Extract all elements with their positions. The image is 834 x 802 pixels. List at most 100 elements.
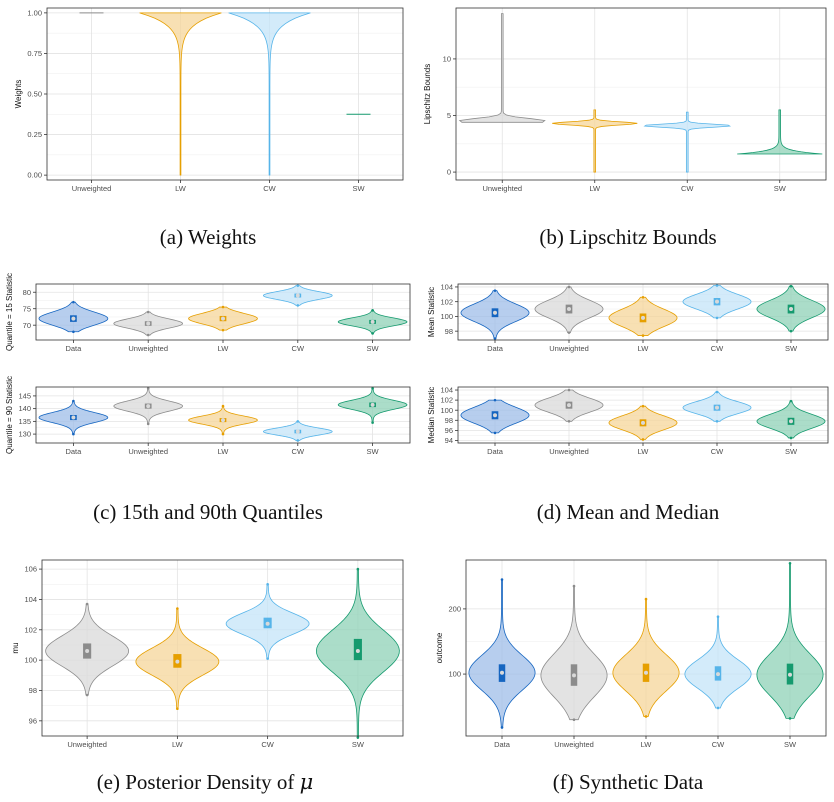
y-tick-label: 104 xyxy=(24,595,37,604)
x-tick-label: Unweighted xyxy=(554,740,594,749)
median-point xyxy=(295,293,300,298)
violin-lw xyxy=(139,12,222,176)
x-tick-label: LW xyxy=(589,184,601,193)
outlier-point xyxy=(371,332,374,335)
outlier-point xyxy=(715,390,719,394)
y-tick-label: 102 xyxy=(24,625,37,634)
y-tick-label: 0.00 xyxy=(27,171,42,180)
outlier-point xyxy=(85,602,89,606)
outlier-point xyxy=(146,310,150,314)
y-axis-label: Quantile = 15 Statistic xyxy=(5,273,14,351)
caption-b: (b) Lipschitz Bounds xyxy=(539,225,717,249)
x-tick-label: LW xyxy=(218,447,230,456)
outlier-point xyxy=(641,334,645,337)
x-tick-label: CW xyxy=(263,184,276,193)
outlier-point xyxy=(716,706,720,710)
outlier-point xyxy=(567,420,571,423)
x-tick-label: LW xyxy=(638,447,650,456)
x-tick-label: Data xyxy=(65,344,82,353)
synthetic-chart: 100 200 Data Unweighted LW CW SW outcome xyxy=(435,559,827,749)
outlier-point xyxy=(715,284,719,287)
quantile15-chart: 70 75 80 Data Unweighted LW CW SW Quantile = 15 … xyxy=(5,273,411,353)
caption-c: (c) 15th and 90th Quantiles xyxy=(93,500,323,524)
y-tick-label: 98 xyxy=(445,416,453,425)
caption-d: (d) Mean and Median xyxy=(536,500,720,524)
median-point xyxy=(493,413,497,418)
outlier-point xyxy=(789,329,793,333)
panel-synthetic: 100 200 Data Unweighted LW CW SW outcome xyxy=(418,556,834,749)
y-tick-label: 75 xyxy=(23,304,31,313)
outlier-point xyxy=(72,330,75,334)
median-point xyxy=(641,315,645,320)
outlier-point xyxy=(146,333,150,337)
x-tick-label: Data xyxy=(487,344,504,353)
x-tick-label: SW xyxy=(367,344,380,353)
y-axis-label: Lipschitz Bounds xyxy=(423,64,432,124)
caption-e: (e) Posterior Density of μ xyxy=(97,770,314,795)
y-tick-label: 10 xyxy=(443,55,451,64)
y-tick-label: 0.50 xyxy=(27,90,42,99)
outlier-point xyxy=(789,436,793,440)
plot-border xyxy=(35,283,411,341)
x-tick-label: CW xyxy=(711,447,724,456)
y-tick-label: 200 xyxy=(448,604,461,613)
x-tick-label: Data xyxy=(494,740,511,749)
y-tick-label: 1.00 xyxy=(27,8,42,17)
x-tick-label: Unweighted xyxy=(128,447,168,456)
caption-e-math: μ xyxy=(299,770,314,794)
median-point xyxy=(567,307,571,312)
outlier-point xyxy=(176,707,179,710)
outlier-point xyxy=(266,657,269,660)
outlier-point xyxy=(493,337,497,340)
y-tick-label: 106 xyxy=(24,565,37,574)
outlier-point xyxy=(221,305,225,309)
plot-border xyxy=(455,7,827,181)
violin-cw xyxy=(643,111,732,173)
panel-mean: 98 100 102 104 Data Unweighted LW CW SW Mean Stat… xyxy=(418,280,834,375)
outlier-point xyxy=(221,328,225,332)
outlier-point xyxy=(500,726,504,729)
panel-posterior-mu: 96 98 100 102 104 106 Unweighted LW CW SW mu xyxy=(0,556,410,749)
x-tick-label: CW xyxy=(292,447,305,456)
plot-border xyxy=(35,386,411,444)
panel-weights: 0.00 0.25 0.50 0.75 1.00 Unweighted LW CW SW Weig… xyxy=(0,0,410,200)
x-tick-label: Unweighted xyxy=(549,344,589,353)
outlier-point xyxy=(493,289,497,292)
y-tick-label: 96 xyxy=(445,426,453,435)
x-tick-label: CW xyxy=(681,184,694,193)
x-tick-label: SW xyxy=(785,447,798,456)
outlier-point xyxy=(572,718,576,722)
median-point xyxy=(175,659,180,664)
x-tick-label: SW xyxy=(352,740,365,749)
outlier-point xyxy=(788,717,792,720)
outlier-point xyxy=(221,404,225,408)
outlier-point xyxy=(493,431,497,435)
plot-border xyxy=(465,559,827,737)
plot-border xyxy=(41,559,404,737)
panel-quantile90: 130 135 140 145 Data Unweighted LW CW SW Quantile… xyxy=(0,376,418,478)
x-tick-label: Unweighted xyxy=(128,344,168,353)
median-point xyxy=(295,429,300,434)
outlier-point xyxy=(266,582,269,586)
y-tick-label: 96 xyxy=(29,716,37,725)
outlier-point xyxy=(176,607,179,610)
median-point xyxy=(71,316,76,321)
y-tick-label: 0.75 xyxy=(27,49,42,58)
violin-sw xyxy=(737,109,823,155)
outlier-point xyxy=(85,693,89,697)
y-tick-label: 100 xyxy=(448,670,461,679)
outlier-point xyxy=(644,715,648,718)
y-axis-label: outcome xyxy=(435,632,444,663)
plot-border xyxy=(457,283,829,341)
outlier-point xyxy=(715,316,719,320)
x-tick-label: Unweighted xyxy=(549,447,589,456)
y-axis-label: Weights xyxy=(14,80,23,109)
x-tick-label: LW xyxy=(641,740,653,749)
x-tick-label: LW xyxy=(175,184,187,193)
x-tick-label: SW xyxy=(785,344,798,353)
outlier-point xyxy=(789,284,793,288)
median-point xyxy=(715,405,719,410)
outlier-point xyxy=(500,578,504,581)
outlier-point xyxy=(788,561,792,565)
outlier-point xyxy=(641,438,645,441)
